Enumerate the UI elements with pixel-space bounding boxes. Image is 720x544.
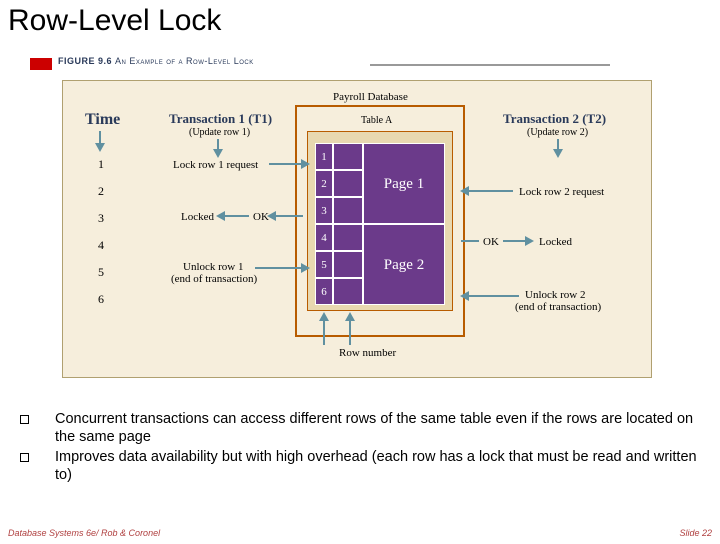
t1-unlock-arrow-head <box>301 263 310 273</box>
time-arrow-head <box>95 143 105 152</box>
red-accent <box>30 58 52 70</box>
t1-req-arrow-stem <box>269 163 301 165</box>
bullet-icon <box>20 415 29 424</box>
figure-diagram: Time Transaction 1 (T1) (Update row 1) T… <box>62 80 652 378</box>
time-5: 5 <box>98 265 104 280</box>
figure-caption-text: An Example of a Row-Level Lock <box>115 56 254 66</box>
t1-unlock-arrow-stem <box>255 267 301 269</box>
time-4: 4 <box>98 238 104 253</box>
footer-left: Database Systems 6e/ Rob & Coronel <box>8 528 160 538</box>
time-header: Time <box>85 111 120 129</box>
table-grid: 1 2 3 4 5 6 Page 1 Page 2 <box>315 143 445 305</box>
mid-2 <box>333 170 363 197</box>
t2-ok-arrow-stem <box>461 240 479 242</box>
rownum-arrow2-head <box>345 312 355 321</box>
db-label: Payroll Database <box>333 91 408 103</box>
divider <box>370 64 610 66</box>
bullet-2-text: Improves data availability but with high… <box>55 448 710 484</box>
t2-lock-req: Lock row 2 request <box>519 186 604 198</box>
t2-header: Transaction 2 (T2) <box>503 111 606 127</box>
t2-req-arrow-stem <box>469 190 513 192</box>
t1-arrow-head <box>213 149 223 158</box>
page-2: Page 2 <box>363 224 445 305</box>
bullet-2: Improves data availability but with high… <box>20 448 710 484</box>
t2-locked: Locked <box>539 236 572 248</box>
mid-1 <box>333 143 363 170</box>
row-4: 4 <box>315 224 333 251</box>
bullet-1: Concurrent transactions can access diffe… <box>20 410 710 446</box>
t1-lock-req: Lock row 1 request <box>173 159 258 171</box>
table-label: Table A <box>361 115 392 126</box>
bullet-icon <box>20 453 29 462</box>
t1-locked: Locked <box>181 211 214 223</box>
t2-unlock-arrow-head <box>460 291 469 301</box>
t1-ok-from-table-stem <box>273 215 303 217</box>
figure-caption: FIGURE 9.6 An Example of a Row-Level Loc… <box>58 56 254 66</box>
mid-6 <box>333 278 363 305</box>
page-1: Page 1 <box>363 143 445 224</box>
row-1: 1 <box>315 143 333 170</box>
figure-number: FIGURE 9.6 <box>58 56 112 66</box>
time-arrow-stem <box>99 131 101 143</box>
t1-ok-from-table-head <box>267 211 276 221</box>
rownum-arrow2-stem <box>349 321 351 345</box>
time-2: 2 <box>98 184 104 199</box>
t2-subheader: (Update row 2) <box>527 127 588 138</box>
t1-ok-arrow-head <box>216 211 225 221</box>
t2-locked-arrow-head <box>525 236 534 246</box>
rownum-arrow1-stem <box>323 321 325 345</box>
mid-3 <box>333 197 363 224</box>
t1-eot: (end of transaction) <box>171 273 257 285</box>
slide-title: Row-Level Lock <box>8 4 720 38</box>
t2-arrow-head <box>553 149 563 158</box>
t2-unlock: Unlock row 2 <box>525 289 586 301</box>
row-2: 2 <box>315 170 333 197</box>
mid-5 <box>333 251 363 278</box>
mid-4 <box>333 224 363 251</box>
t1-header: Transaction 1 (T1) <box>169 111 272 127</box>
t1-unlock: Unlock row 1 <box>183 261 244 273</box>
row-number-label: Row number <box>339 347 396 359</box>
rownum-arrow1-head <box>319 312 329 321</box>
bullet-1-text: Concurrent transactions can access diffe… <box>55 410 710 446</box>
row-5: 5 <box>315 251 333 278</box>
row-6: 6 <box>315 278 333 305</box>
t2-arrow-stem <box>557 139 559 149</box>
row-3: 3 <box>315 197 333 224</box>
t1-req-arrow-head <box>301 159 310 169</box>
t2-ok: OK <box>483 236 499 248</box>
footer-right: Slide 22 <box>679 528 712 538</box>
t2-unlock-arrow-stem <box>469 295 519 297</box>
t2-eot: (end of transaction) <box>515 301 601 313</box>
t2-req-arrow-head <box>460 186 469 196</box>
t1-ok-arrow-stem <box>225 215 249 217</box>
bullet-list: Concurrent transactions can access diffe… <box>20 410 710 487</box>
t2-locked-arrow-stem <box>503 240 525 242</box>
time-6: 6 <box>98 292 104 307</box>
time-1: 1 <box>98 157 104 172</box>
t1-subheader: (Update row 1) <box>189 127 250 138</box>
time-3: 3 <box>98 211 104 226</box>
t1-arrow-stem <box>217 139 219 149</box>
